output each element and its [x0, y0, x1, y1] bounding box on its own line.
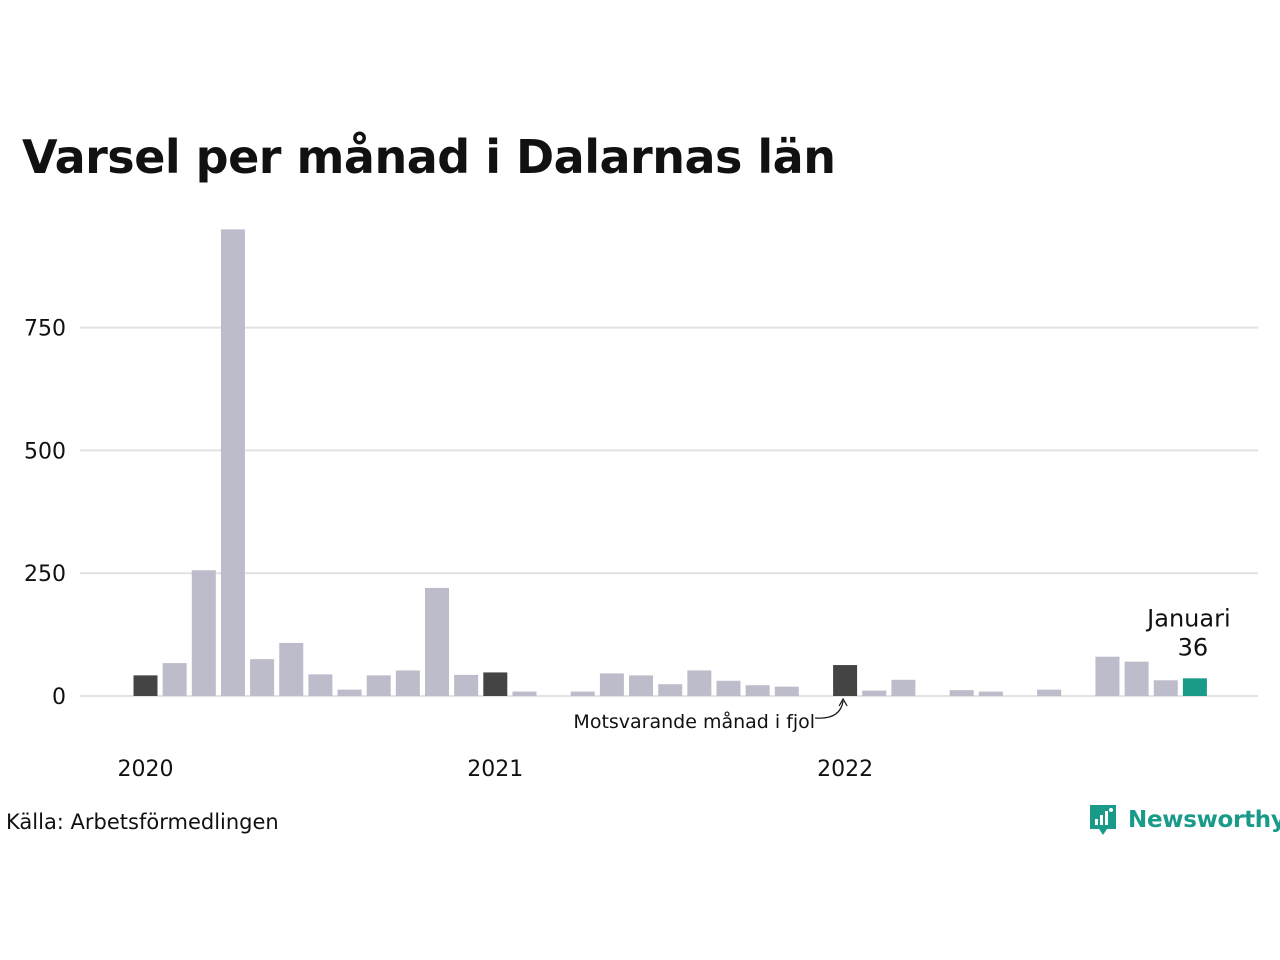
bar	[774, 686, 799, 696]
source-note: Källa: Arbetsförmedlingen	[6, 810, 279, 834]
gridlines	[80, 326, 1258, 697]
y-tick-label: 0	[52, 685, 66, 710]
bar	[891, 679, 916, 696]
bar	[279, 642, 304, 696]
bar	[629, 675, 654, 696]
bar	[337, 689, 362, 696]
bar	[1153, 680, 1178, 696]
annotation-arrowhead	[838, 697, 848, 707]
bar	[162, 663, 187, 696]
newsworthy-logo-icon	[1090, 805, 1116, 835]
bar	[483, 672, 508, 696]
annotation-same-month-last-year: Motsvarande månad i fjol	[573, 710, 815, 733]
chart-title: Varsel per månad i Dalarnas län	[22, 130, 836, 184]
bar	[1095, 656, 1120, 696]
bar	[1182, 678, 1207, 696]
bar	[395, 670, 420, 696]
y-tick-label: 750	[24, 317, 66, 342]
annotation-current-month: Januari	[1145, 604, 1230, 632]
newsworthy-logo: Newsworthy	[1088, 803, 1280, 837]
x-tick-label: 2020	[118, 757, 174, 782]
bar	[308, 674, 333, 696]
bar	[133, 675, 158, 696]
bar	[570, 691, 595, 696]
bar	[599, 673, 624, 696]
bar	[512, 691, 537, 696]
bar	[745, 685, 770, 696]
bar	[658, 684, 683, 696]
logo-text: Newsworthy	[1128, 807, 1280, 833]
annotation-arrow	[815, 700, 844, 719]
y-axis: 0 250 500 750	[24, 317, 66, 710]
y-tick-label: 500	[24, 439, 66, 464]
y-tick-label: 250	[24, 562, 66, 587]
x-tick-label: 2021	[467, 757, 523, 782]
bar	[1124, 661, 1149, 696]
bar	[687, 670, 712, 696]
annotation-current-value: 36	[1178, 633, 1209, 661]
x-tick-label: 2022	[817, 757, 873, 782]
bar	[1037, 689, 1062, 696]
bars	[133, 229, 1207, 697]
bar	[949, 690, 974, 696]
bar	[454, 674, 479, 696]
bar	[220, 229, 245, 697]
bar	[716, 680, 741, 696]
bar	[250, 659, 275, 696]
bar	[862, 690, 887, 696]
x-axis: 2020 2021 2022	[118, 757, 874, 782]
bar	[425, 587, 449, 696]
bar	[833, 665, 858, 696]
bar	[366, 675, 391, 696]
bar	[978, 691, 1003, 696]
bar	[191, 570, 216, 696]
